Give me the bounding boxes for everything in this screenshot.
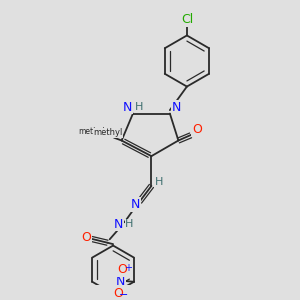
Text: methyl: methyl [94, 128, 123, 137]
Text: N: N [171, 101, 181, 114]
Text: +: + [124, 262, 132, 273]
Text: H: H [125, 219, 134, 229]
Text: N: N [113, 218, 123, 231]
Text: N: N [131, 198, 140, 211]
Text: N: N [116, 275, 125, 288]
Text: −: − [119, 290, 128, 300]
Text: H: H [135, 102, 143, 112]
Text: Cl: Cl [181, 13, 193, 26]
Text: O: O [81, 230, 91, 244]
Text: H: H [155, 177, 164, 187]
Text: O: O [118, 263, 128, 276]
Text: O: O [113, 287, 123, 300]
Text: O: O [192, 123, 202, 136]
Text: methyl: methyl [78, 127, 105, 136]
Text: N: N [123, 101, 133, 114]
